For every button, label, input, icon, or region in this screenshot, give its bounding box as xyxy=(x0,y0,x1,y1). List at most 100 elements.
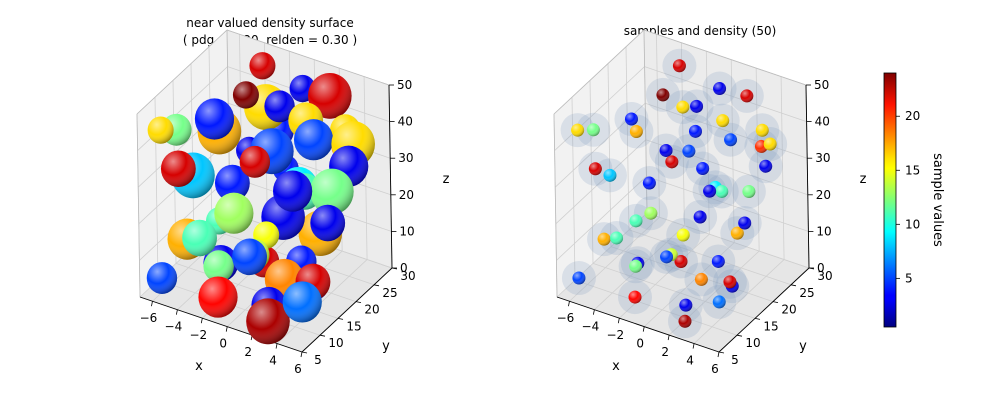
gridline xyxy=(645,139,808,196)
y-tick xyxy=(301,351,308,354)
z-tick-label: 50 xyxy=(397,78,412,92)
gridline xyxy=(276,259,368,344)
gridline xyxy=(625,46,630,230)
x-tick xyxy=(717,351,720,358)
sample-point-shading xyxy=(624,112,638,126)
gridline xyxy=(628,229,792,286)
sample-point-shading xyxy=(759,159,773,173)
back-pane xyxy=(644,30,809,268)
z-tick-label: 30 xyxy=(815,151,830,165)
sample-point-shading xyxy=(571,123,585,137)
samples-x-axis-label: x xyxy=(612,359,620,374)
x-tick-label: 6 xyxy=(294,362,302,376)
sample-point-shading xyxy=(642,176,656,190)
x-axis-line xyxy=(556,296,720,353)
pane-edge xyxy=(136,29,228,115)
y-tick-label: 10 xyxy=(745,336,760,350)
surface-blob-shading xyxy=(264,90,295,123)
colorbar-ticks: 5 10 15 20 xyxy=(896,109,920,285)
sample-point-shading xyxy=(588,162,602,176)
surface-blob-shading xyxy=(282,281,322,323)
samples-title: samples and density (50) xyxy=(624,24,777,38)
surface-blob-shading xyxy=(214,164,250,202)
x-tick-label: −6 xyxy=(140,311,158,325)
y-tick-label: 25 xyxy=(382,286,397,300)
gridline xyxy=(592,263,756,319)
y-tick xyxy=(319,334,326,337)
colorbar-tick-label: 15 xyxy=(905,163,920,177)
gridline xyxy=(574,279,738,336)
pane-edge xyxy=(226,29,390,86)
sample-point-shading xyxy=(703,184,717,198)
gridline xyxy=(556,212,648,298)
x-tick xyxy=(642,326,645,332)
x-tick-label: 2 xyxy=(661,345,669,359)
y-tick xyxy=(355,301,362,303)
samples-y-axis-label: y xyxy=(799,339,807,354)
sample-point-shading xyxy=(676,100,690,114)
gridline xyxy=(555,139,647,225)
z-tick-label: 20 xyxy=(816,188,831,202)
sample-point-shading xyxy=(678,314,692,328)
surface-blob-shading xyxy=(214,192,254,234)
x-tick-label: −2 xyxy=(189,328,207,342)
sample-point-shading xyxy=(712,295,726,309)
sample-point-shading xyxy=(665,155,679,169)
surface-blob-shading xyxy=(147,116,174,144)
pane-edge xyxy=(553,29,645,115)
surface-blob-shading xyxy=(198,276,238,318)
x-tick xyxy=(151,301,153,307)
y-tick xyxy=(772,301,779,303)
gridline xyxy=(569,216,660,302)
sample-point-shading xyxy=(644,206,658,220)
x-tick-label: −4 xyxy=(165,320,183,334)
z-tick-label: 40 xyxy=(398,115,413,129)
samples-panel: samples and density (50) −6−4−2024651015… xyxy=(553,24,867,376)
gridline xyxy=(644,66,807,122)
sample-point-shading xyxy=(738,216,752,230)
sample-point-shading xyxy=(755,123,769,137)
gridline xyxy=(607,63,612,247)
surface-blob-shading xyxy=(182,219,217,257)
colorbar-tick-label: 10 xyxy=(905,217,920,231)
y-tick xyxy=(718,351,725,354)
x-tick-label: 6 xyxy=(711,362,719,376)
x-tick-label: −6 xyxy=(557,311,575,325)
surface-blob-shading xyxy=(232,238,267,276)
x-tick xyxy=(667,334,670,341)
y-tick-label: 10 xyxy=(328,336,343,350)
surface-blob-shading xyxy=(160,150,196,188)
surface-blob-shading xyxy=(239,145,271,178)
sample-point-shading xyxy=(713,82,727,96)
sample-point-shading xyxy=(629,124,643,138)
gridline xyxy=(139,176,230,261)
sample-point-shading xyxy=(711,254,725,268)
gridline xyxy=(554,66,645,151)
surface-blob-shading xyxy=(308,73,352,119)
gridline xyxy=(680,42,685,226)
sample-point-shading xyxy=(716,114,730,128)
sample-point-shading xyxy=(586,123,600,137)
sample-point-shading xyxy=(597,232,611,246)
sample-point-shading xyxy=(730,226,744,240)
y-tick-label: 15 xyxy=(346,319,361,333)
y-tick-label: 5 xyxy=(731,353,739,367)
y-tick-label: 30 xyxy=(400,269,415,283)
z-tick-label: 50 xyxy=(814,78,829,92)
gridline xyxy=(755,68,760,252)
sample-point-shading xyxy=(763,137,777,151)
z-tick-label: 30 xyxy=(398,151,413,165)
surface-blob-shading xyxy=(203,250,234,283)
sample-point-shading xyxy=(629,259,643,273)
sample-point-shading xyxy=(629,214,643,228)
surface-blob-shading xyxy=(249,52,276,80)
y-tick-label: 15 xyxy=(763,319,778,333)
colorbar: 5 10 15 20 sample values xyxy=(883,72,945,328)
z-tick-label: 0 xyxy=(400,261,408,275)
y-tick xyxy=(736,334,743,337)
surface-blob-shading xyxy=(273,170,313,212)
side-pane xyxy=(554,30,647,297)
sample-point-shading xyxy=(656,88,670,102)
gridline xyxy=(610,246,774,302)
